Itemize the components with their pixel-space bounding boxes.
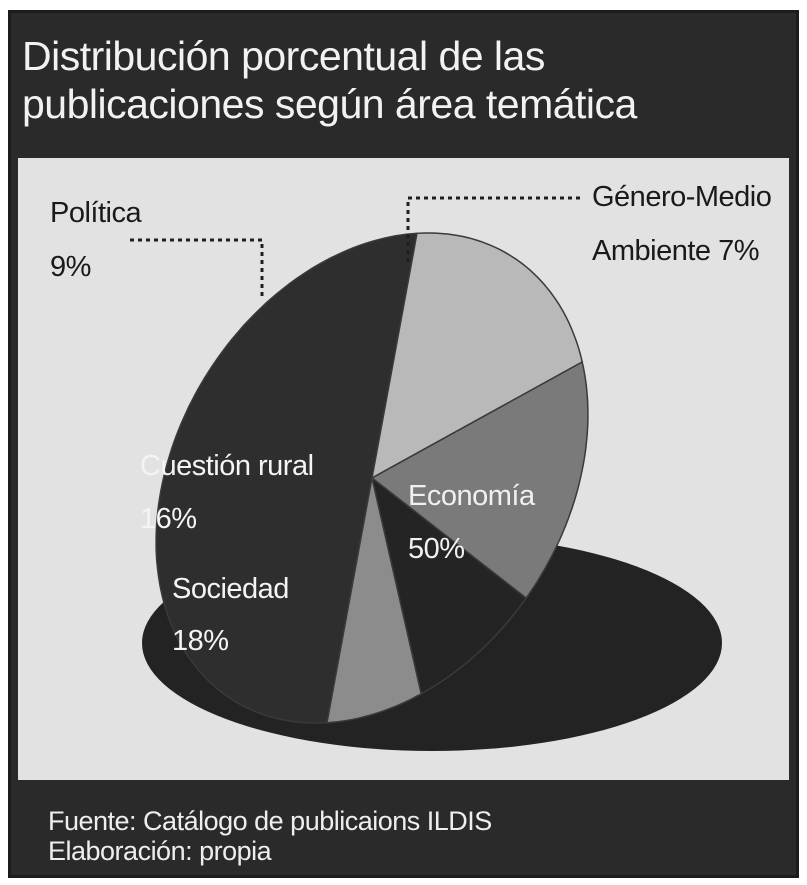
slice-cuestion-rural (370, 360, 589, 600)
label-politica: Política (50, 197, 142, 229)
chart-title-line-1: Distribución porcentual de las (22, 33, 545, 79)
label-sociedad-pct: 18% (172, 625, 229, 657)
source-note: Fuente: Catálogo de publicaions ILDIS (48, 806, 492, 836)
slice-economia (155, 232, 418, 724)
label-genero-medio: Género-Medio (592, 181, 771, 213)
chart-title-line-2: publicaciones según área temática (22, 81, 637, 127)
leader-line-genero-medio (406, 196, 580, 262)
leader-line-politica (130, 238, 264, 300)
label-cuestion-rural: Cuestión rural (140, 450, 314, 482)
label-economia: Economía (408, 480, 536, 512)
label-economia-pct: 50% (408, 533, 465, 565)
slice-genero-medio-ambiente (326, 477, 423, 724)
chart-title: Distribución porcentual de las publicaci… (22, 32, 782, 128)
slice-sociedad (370, 232, 584, 480)
label-politica-pct: 9% (50, 251, 91, 283)
chart-footer: Fuente: Catálogo de publicaions ILDIS El… (48, 806, 492, 866)
elaboration-note: Elaboración: propia (48, 836, 272, 866)
label-genero-ambiente-pct: Ambiente 7% (592, 235, 759, 267)
slice-politica (370, 476, 528, 696)
label-cuestion-rural-pct: 16% (140, 503, 197, 535)
label-sociedad: Sociedad (172, 573, 289, 605)
